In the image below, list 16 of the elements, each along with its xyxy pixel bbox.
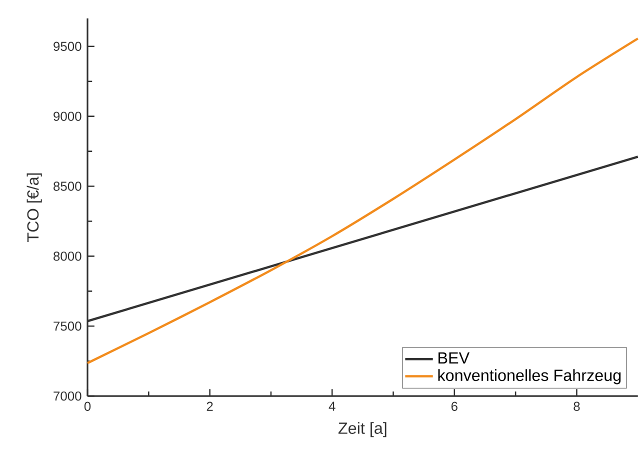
y-axis-title: TCO [€/a] (26, 173, 42, 242)
x-tick-label: 0 (84, 402, 91, 412)
x-axis-title: Zeit [a] (338, 422, 386, 438)
y-tick-label: 8000 (54, 252, 82, 261)
y-tick-label: 7500 (54, 322, 82, 331)
x-tick-label: 4 (328, 402, 336, 411)
line-series (86, 37, 639, 364)
x-tick-label: 2 (206, 402, 213, 411)
y-tick-label: 9500 (54, 42, 82, 52)
x-tick-label: 6 (451, 402, 458, 412)
x-tick-label: 8 (574, 402, 580, 412)
legend-label: konventionelles Fahrzeug (438, 369, 621, 384)
y-tick-label: 8500 (54, 182, 82, 191)
legend-label: BEV (438, 352, 470, 364)
y-tick-label: 7000 (54, 392, 82, 401)
y-tick-label: 9000 (54, 112, 82, 121)
